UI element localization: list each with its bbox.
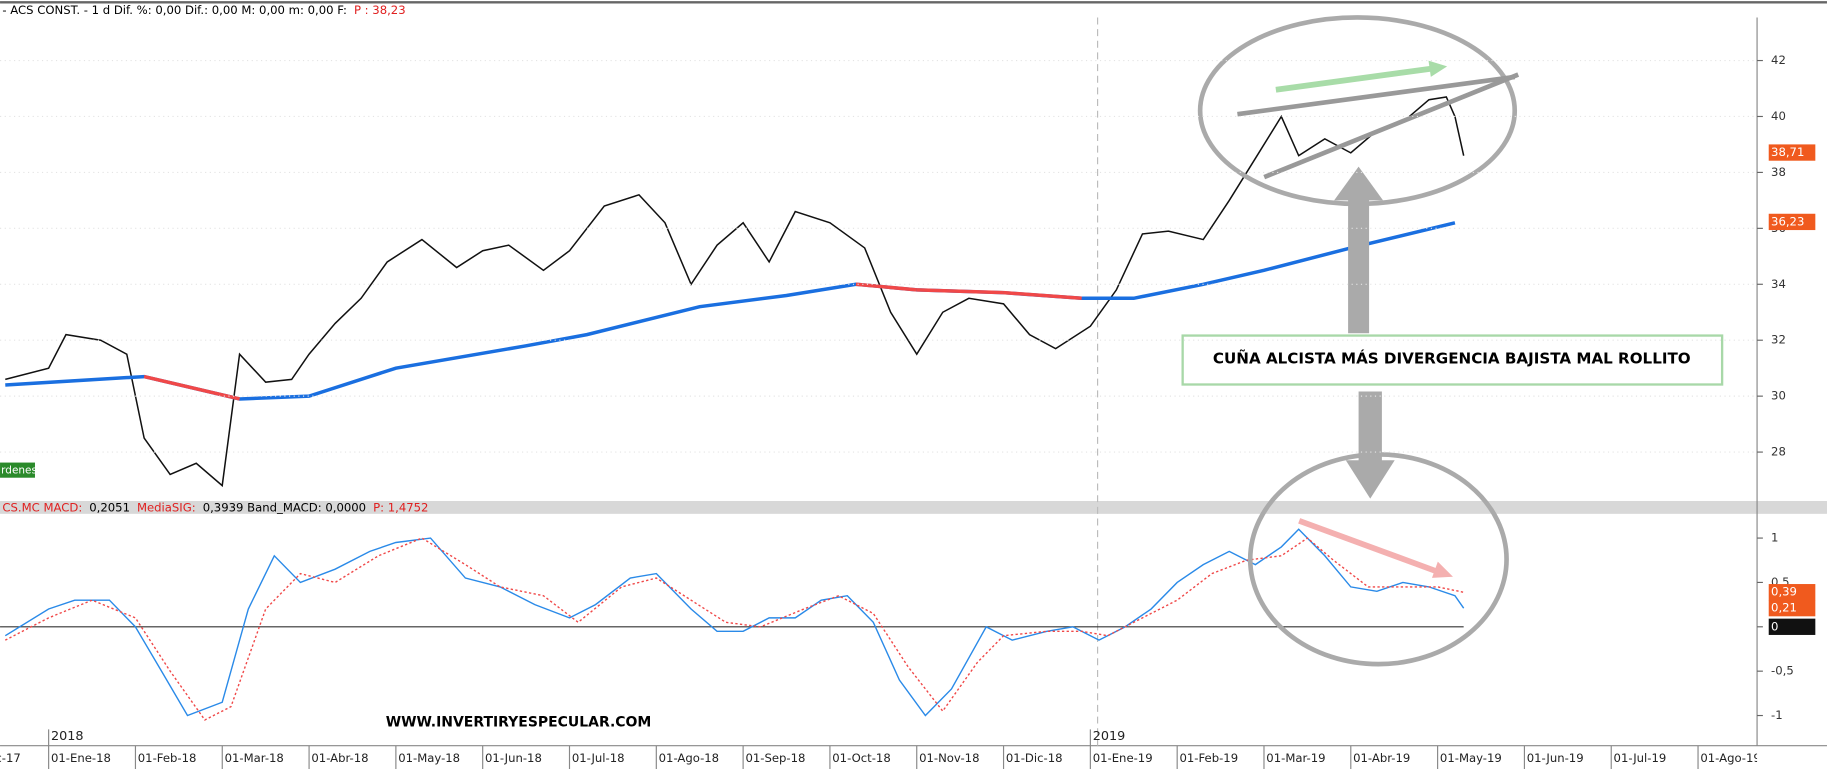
series-line — [5, 96, 1465, 488]
badge-text: rdenes — [1, 465, 37, 477]
x-tick-label: 01-Jun-18 — [485, 751, 542, 765]
x-tick-label: 01-Ago-18 — [659, 751, 719, 765]
header-text: CS.MC MACD: — [2, 501, 82, 515]
badge — [0, 462, 35, 478]
annotation-text: CUÑA ALCISTA MÁS DIVERGENCIA BAJISTA MAL… — [1213, 348, 1691, 367]
x-tick-label: 01-May-18 — [398, 751, 460, 765]
annotation-box — [1181, 334, 1724, 386]
x-tick-label: 01-Sep-18 — [745, 751, 805, 765]
price-label-box — [1768, 618, 1816, 635]
indicator-header-bar — [0, 501, 1827, 514]
y-tick-label: 30 — [1771, 389, 1786, 403]
arrow-head — [1428, 60, 1448, 77]
series-down-segment — [855, 282, 917, 292]
y-tick-label: 28 — [1771, 445, 1786, 459]
x-tick-label: 01-Jul-18 — [572, 751, 625, 765]
price-label-box — [1768, 144, 1816, 161]
price-label: 0,39 — [1771, 585, 1797, 599]
arrow — [1275, 65, 1432, 93]
arrow-head — [1345, 460, 1395, 499]
price-label-box — [1768, 213, 1816, 231]
arrow — [1298, 518, 1437, 574]
series-down-segment — [916, 288, 1004, 295]
x-tick-label: 01-Jun-19 — [1527, 751, 1584, 765]
x-tick-label: 01-Oct-18 — [832, 751, 890, 765]
price-label: 0,21 — [1771, 601, 1797, 615]
y-tick-label: 32 — [1771, 333, 1786, 347]
x-tick-label: 01-Abr-18 — [311, 751, 368, 765]
header-text: P : 38,23 — [354, 3, 406, 17]
x-tick-label: 01-Ene-19 — [1093, 751, 1153, 765]
year-label: 2019 — [1093, 729, 1126, 744]
price-label-box — [1768, 584, 1816, 601]
arrow-head — [1334, 166, 1384, 201]
header-text: 0,2051 — [89, 501, 130, 515]
x-tick-label: 01-Ago-19 — [1700, 751, 1760, 765]
header-text: MediaSIG: — [137, 501, 196, 515]
watermark: WWW.INVERTIRYESPECULAR.COM — [386, 714, 652, 730]
x-tick-label: 01-Jul-19 — [1614, 751, 1667, 765]
plot-area: 01-Dic-17 01-Ene-18 01-Feb-18 01-Mar-18 01-A… — [0, 96, 1760, 769]
y-tick-label: 34 — [1771, 277, 1786, 291]
y-tick-label: 42 — [1771, 53, 1786, 67]
x-tick-label: 01-Dic-17 — [0, 751, 21, 765]
wedge-line — [1237, 74, 1516, 117]
x-tick-label: 01-Mar-18 — [225, 751, 284, 765]
series-down-segment — [1003, 290, 1082, 301]
arrow — [1358, 391, 1382, 462]
arrow — [1348, 198, 1370, 334]
x-tick-label: 01-Nov-18 — [919, 751, 979, 765]
price-label-box — [1768, 600, 1816, 617]
series-down-segment — [143, 374, 241, 401]
series-line — [5, 221, 1456, 401]
y-tick-label: 1 — [1771, 531, 1778, 545]
header-text: - ACS CONST. - 1 d Dif. %: 0,00 Dif.: 0,… — [2, 3, 347, 17]
header-text: P: 1,4752 — [373, 501, 428, 515]
x-tick-label: 01-Feb-18 — [138, 751, 197, 765]
header-text: 0,3939 Band_MACD: 0,0000 — [203, 501, 366, 515]
x-tick-label: 01-Mar-19 — [1266, 751, 1325, 765]
arrow-head — [1431, 561, 1453, 578]
x-tick-label: 01-May-19 — [1440, 751, 1502, 765]
price-label: 36,23 — [1771, 214, 1804, 228]
series-line — [4, 528, 1465, 717]
x-tick-label: 01-Ene-18 — [51, 751, 111, 765]
y-tick-label: -0,5 — [1771, 664, 1794, 678]
price-label: 38,71 — [1771, 145, 1804, 159]
wedge-line — [1263, 72, 1520, 180]
x-tick-label: 01-Abr-19 — [1353, 751, 1410, 765]
y-tick-label: 40 — [1771, 109, 1786, 123]
price-label: 0 — [1771, 619, 1778, 633]
x-tick-label: 01-Feb-19 — [1180, 751, 1239, 765]
x-tick-label: 01-Dic-18 — [1006, 751, 1063, 765]
y-tick-label: 38 — [1771, 165, 1786, 179]
y-tick-label: -1 — [1771, 708, 1783, 722]
year-label: 2018 — [51, 729, 84, 744]
